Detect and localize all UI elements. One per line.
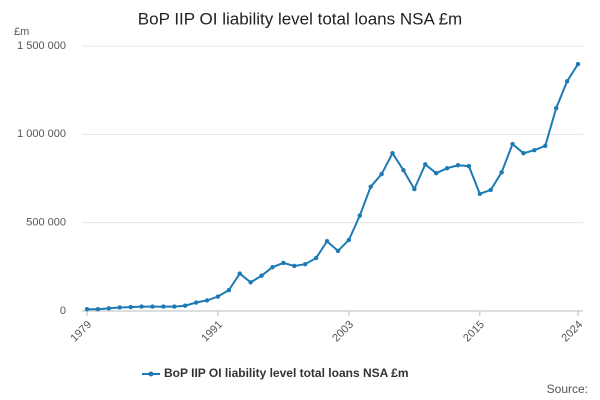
point (172, 304, 177, 309)
point (95, 307, 101, 312)
line (87, 63, 579, 311)
point (499, 170, 504, 175)
chart-title: BoP IIP OI liability level total loans N… (138, 9, 462, 28)
point (215, 294, 221, 299)
point (488, 187, 493, 193)
point (466, 163, 472, 169)
x-tick-label: 1979 (68, 319, 94, 345)
point (423, 162, 428, 167)
point (412, 186, 417, 192)
point (292, 263, 297, 269)
point (455, 163, 461, 168)
point (161, 304, 166, 309)
point (281, 260, 286, 266)
point (543, 143, 548, 149)
point (433, 171, 439, 176)
point (226, 287, 232, 293)
point (204, 298, 210, 303)
point (379, 171, 384, 177)
point (117, 305, 122, 310)
point (510, 141, 515, 147)
x-tick-label: 2024 (559, 319, 585, 345)
point (444, 166, 450, 171)
y-tick-label: 0 (60, 305, 66, 317)
point (84, 307, 90, 312)
y-tick-label: 1 500 000 (17, 40, 66, 52)
y-unit: £m (14, 26, 29, 38)
point (259, 273, 264, 278)
point (150, 304, 155, 309)
point (532, 148, 537, 153)
point (303, 261, 308, 267)
point (368, 184, 373, 190)
point (193, 300, 199, 305)
legend: BoP IIP OI liability level total loans N… (164, 366, 409, 380)
point (128, 304, 133, 310)
y-tick-label: 500 000 (26, 217, 66, 229)
point (357, 213, 362, 218)
point (237, 271, 242, 276)
point (564, 79, 570, 84)
x-tick-label: 2003 (330, 319, 356, 345)
point (401, 167, 406, 173)
point (183, 303, 188, 308)
point (346, 237, 352, 243)
point (106, 306, 112, 311)
x-tick-label: 1991 (199, 319, 225, 345)
point (270, 264, 275, 270)
point (575, 61, 581, 67)
point (313, 255, 319, 261)
point (335, 248, 341, 254)
point (390, 151, 395, 156)
point (477, 191, 482, 197)
legend-marker (148, 371, 154, 377)
source: Source: (547, 382, 588, 396)
point (139, 304, 144, 309)
point (521, 151, 526, 156)
point (553, 105, 559, 111)
point (324, 239, 330, 244)
y-tick-label: 1 000 000 (17, 128, 66, 140)
x-tick-label: 2015 (461, 319, 487, 345)
point (248, 280, 253, 285)
